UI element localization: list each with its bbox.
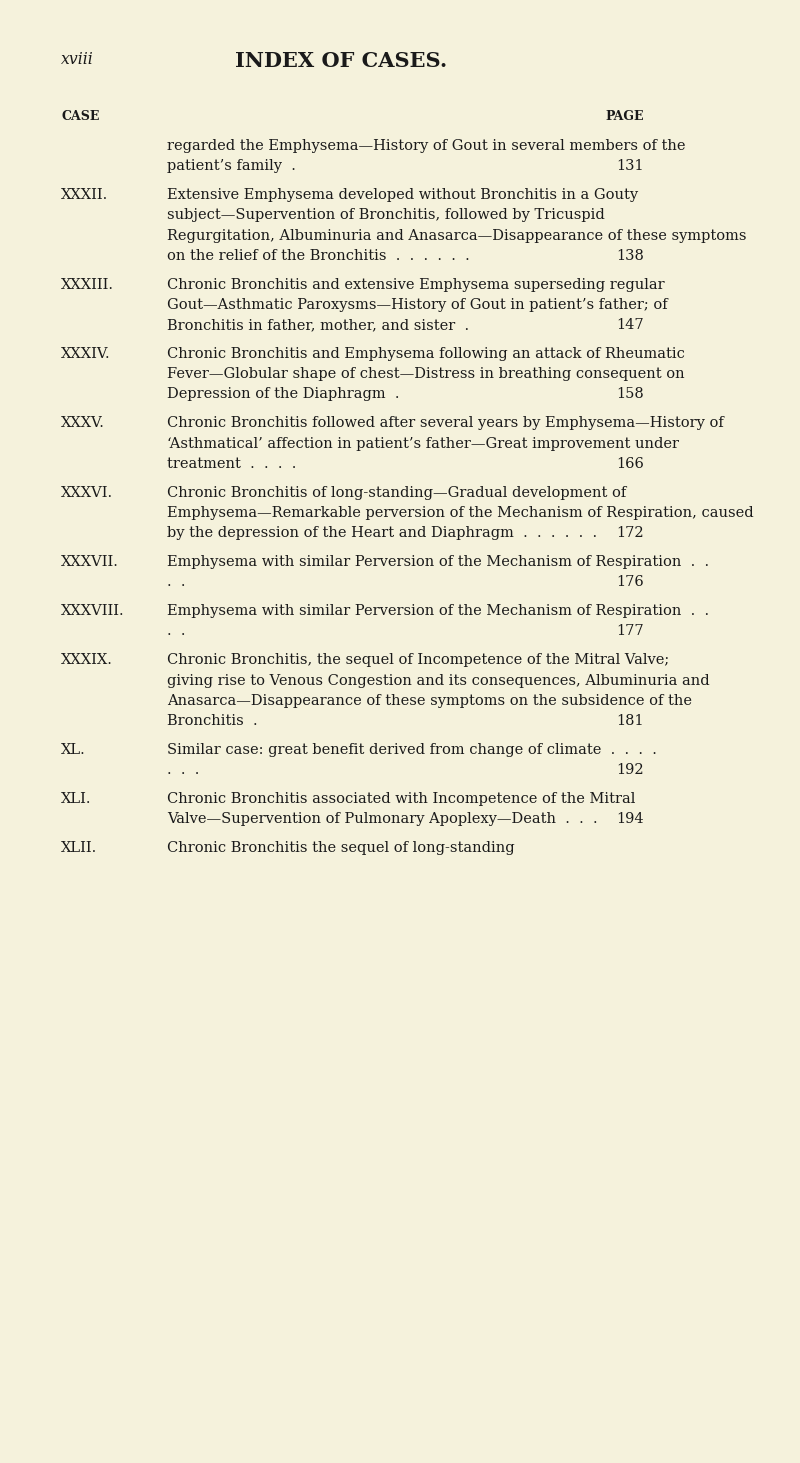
Text: Similar case: great benefit derived from change of climate  .  .  .  .: Similar case: great benefit derived from… bbox=[167, 743, 662, 756]
Text: CASE: CASE bbox=[62, 110, 100, 123]
Text: XXXIII.: XXXIII. bbox=[62, 278, 114, 291]
Text: subject—Supervention of Bronchitis, followed by Tricuspid: subject—Supervention of Bronchitis, foll… bbox=[167, 208, 605, 222]
Text: XXXVII.: XXXVII. bbox=[62, 554, 119, 569]
Text: Valve—Supervention of Pulmonary Apoplexy—Death  .  .  .: Valve—Supervention of Pulmonary Apoplexy… bbox=[167, 812, 598, 827]
Text: regarded the Emphysema—History of Gout in several members of the: regarded the Emphysema—History of Gout i… bbox=[167, 139, 686, 154]
Text: XXXV.: XXXV. bbox=[62, 417, 106, 430]
Text: .  .: . . bbox=[167, 575, 186, 590]
Text: Emphysema—Remarkable perversion of the Mechanism of Respiration, caused: Emphysema—Remarkable perversion of the M… bbox=[167, 506, 754, 519]
Text: Bronchitis in father, mother, and sister  .: Bronchitis in father, mother, and sister… bbox=[167, 317, 469, 332]
Text: 176: 176 bbox=[616, 575, 644, 590]
Text: ‘Asthmatical’ affection in patient’s father—Great improvement under: ‘Asthmatical’ affection in patient’s fat… bbox=[167, 436, 679, 451]
Text: XXXIX.: XXXIX. bbox=[62, 654, 114, 667]
Text: XLII.: XLII. bbox=[62, 841, 98, 856]
Text: Chronic Bronchitis and Emphysema following an attack of Rheumatic: Chronic Bronchitis and Emphysema followi… bbox=[167, 347, 685, 361]
Text: treatment  .  .  .  .: treatment . . . . bbox=[167, 456, 296, 471]
Text: Bronchitis  .: Bronchitis . bbox=[167, 714, 258, 729]
Text: Fever—Globular shape of chest—Distress in breathing consequent on: Fever—Globular shape of chest—Distress i… bbox=[167, 367, 685, 382]
Text: 147: 147 bbox=[616, 317, 644, 332]
Text: Emphysema with similar Perversion of the Mechanism of Respiration  .  .: Emphysema with similar Perversion of the… bbox=[167, 604, 709, 619]
Text: Chronic Bronchitis, the sequel of Incompetence of the Mitral Valve;: Chronic Bronchitis, the sequel of Incomp… bbox=[167, 654, 670, 667]
Text: INDEX OF CASES.: INDEX OF CASES. bbox=[234, 51, 447, 72]
Text: 194: 194 bbox=[616, 812, 644, 827]
Text: PAGE: PAGE bbox=[606, 110, 644, 123]
Text: 192: 192 bbox=[616, 764, 644, 777]
Text: XXXII.: XXXII. bbox=[62, 189, 109, 202]
Text: XXXVI.: XXXVI. bbox=[62, 486, 114, 500]
Text: .  .  .: . . . bbox=[167, 764, 199, 777]
Text: on the relief of the Bronchitis  .  .  .  .  .  .: on the relief of the Bronchitis . . . . … bbox=[167, 249, 470, 263]
Text: 138: 138 bbox=[616, 249, 644, 263]
Text: 158: 158 bbox=[616, 388, 644, 401]
Text: 172: 172 bbox=[616, 527, 644, 540]
Text: Chronic Bronchitis followed after several years by Emphysema—History of: Chronic Bronchitis followed after severa… bbox=[167, 417, 724, 430]
Text: 131: 131 bbox=[616, 159, 644, 173]
Text: XL.: XL. bbox=[62, 743, 86, 756]
Text: .  .: . . bbox=[167, 625, 186, 638]
Text: Depression of the Diaphragm  .: Depression of the Diaphragm . bbox=[167, 388, 399, 401]
Text: 181: 181 bbox=[616, 714, 644, 729]
Text: Chronic Bronchitis associated with Incompetence of the Mitral: Chronic Bronchitis associated with Incom… bbox=[167, 791, 635, 806]
Text: xviii: xviii bbox=[62, 51, 94, 69]
Text: Chronic Bronchitis of long-standing—Gradual development of: Chronic Bronchitis of long-standing—Grad… bbox=[167, 486, 626, 500]
Text: XXXIV.: XXXIV. bbox=[62, 347, 111, 361]
Text: Extensive Emphysema developed without Bronchitis in a Gouty: Extensive Emphysema developed without Br… bbox=[167, 189, 638, 202]
Text: 166: 166 bbox=[616, 456, 644, 471]
Text: patient’s family  .: patient’s family . bbox=[167, 159, 296, 173]
Text: Emphysema with similar Perversion of the Mechanism of Respiration  .  .: Emphysema with similar Perversion of the… bbox=[167, 554, 709, 569]
Text: 177: 177 bbox=[616, 625, 644, 638]
Text: by the depression of the Heart and Diaphragm  .  .  .  .  .  .: by the depression of the Heart and Diaph… bbox=[167, 527, 597, 540]
Text: XXXVIII.: XXXVIII. bbox=[62, 604, 125, 619]
Text: giving rise to Venous Congestion and its consequences, Albuminuria and: giving rise to Venous Congestion and its… bbox=[167, 673, 710, 688]
Text: Chronic Bronchitis and extensive Emphysema superseding regular: Chronic Bronchitis and extensive Emphyse… bbox=[167, 278, 665, 291]
Text: Chronic Bronchitis the sequel of long-standing: Chronic Bronchitis the sequel of long-st… bbox=[167, 841, 514, 856]
Text: Anasarca—Disappearance of these symptoms on the subsidence of the: Anasarca—Disappearance of these symptoms… bbox=[167, 693, 692, 708]
Text: XLI.: XLI. bbox=[62, 791, 92, 806]
Text: Regurgitation, Albuminuria and Anasarca—Disappearance of these symptoms: Regurgitation, Albuminuria and Anasarca—… bbox=[167, 228, 746, 243]
Text: Gout—Asthmatic Paroxysms—History of Gout in patient’s father; of: Gout—Asthmatic Paroxysms—History of Gout… bbox=[167, 298, 667, 312]
